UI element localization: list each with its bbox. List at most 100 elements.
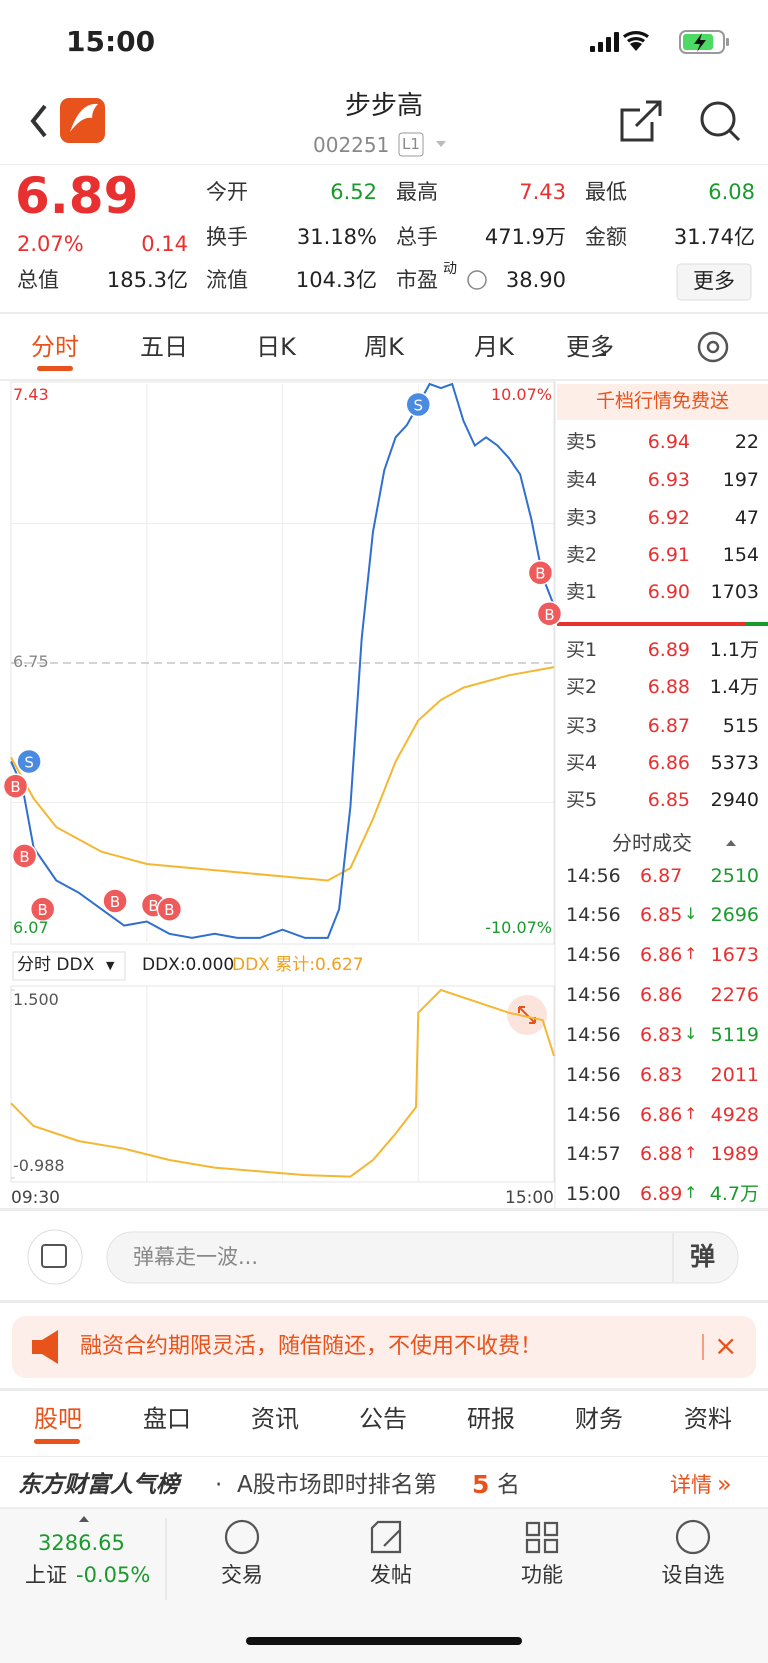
share-button[interactable] xyxy=(620,100,662,142)
trade-icon xyxy=(224,1519,260,1555)
collapse-arrow[interactable] xyxy=(726,840,736,846)
rank-number: 5 xyxy=(472,1470,490,1499)
tick-price: 6.88 xyxy=(640,1143,683,1165)
rank-detail[interactable]: 详情 xyxy=(670,1473,712,1497)
nav-item[interactable]: 功能 xyxy=(521,1563,563,1587)
tick-arrow: ↑ xyxy=(684,1143,698,1162)
tab[interactable]: 月K xyxy=(474,333,514,361)
ddx-selector-box[interactable] xyxy=(12,951,126,981)
trade-label: B xyxy=(19,848,29,866)
comment-button[interactable]: 弹 xyxy=(690,1242,716,1271)
index-name[interactable]: 上证 xyxy=(25,1563,67,1587)
order-banner[interactable]: 千档行情免费送 xyxy=(595,390,729,412)
divider xyxy=(0,1388,768,1391)
stat-value: 471.9万 xyxy=(484,225,566,249)
stat-label: 换手 xyxy=(206,225,248,249)
tab[interactable]: 周K xyxy=(364,333,404,361)
tab-underline xyxy=(37,366,73,371)
trade-marker xyxy=(16,748,42,775)
tick-volume: 4.7万 xyxy=(709,1183,759,1205)
tab[interactable]: 五日 xyxy=(140,333,188,361)
book-volume: 22 xyxy=(734,431,759,453)
tick-time: 15:00 xyxy=(566,1183,621,1205)
watchlist-icon xyxy=(675,1519,711,1555)
level: L1 xyxy=(402,135,420,153)
stat-value: 6.08 xyxy=(708,180,755,204)
index-arrow xyxy=(79,1516,89,1522)
index-value[interactable]: 3286.65 xyxy=(38,1531,125,1555)
stat-label: 市盈 xyxy=(396,268,438,292)
dropdown[interactable] xyxy=(436,141,446,147)
trade-marker xyxy=(527,559,554,586)
pe-info-icon[interactable] xyxy=(467,270,487,290)
y-tick-label: 7.43 xyxy=(13,385,49,404)
section-tab[interactable]: 财务 xyxy=(575,1405,623,1433)
rank-detail-arrow[interactable]: » xyxy=(717,1470,732,1498)
ad-banner[interactable] xyxy=(12,1316,756,1378)
back-button[interactable] xyxy=(30,104,47,138)
book-label: 买4 xyxy=(566,752,598,774)
section-tab[interactable]: 资料 xyxy=(684,1405,732,1433)
tick-volume: 2011 xyxy=(710,1064,759,1086)
comment-placeholder[interactable]: 弹幕走一波... xyxy=(133,1245,259,1269)
section-underline xyxy=(34,1439,80,1444)
book-label: 买5 xyxy=(566,789,598,811)
expand-icon xyxy=(518,1006,536,1024)
logo-mark xyxy=(70,103,98,132)
tick-price: 6.83 xyxy=(640,1064,683,1086)
comment-icon-button[interactable] xyxy=(27,1229,83,1285)
search-button[interactable] xyxy=(700,101,741,142)
book-volume: 154 xyxy=(722,544,759,566)
more-button[interactable] xyxy=(676,263,752,301)
tick-volume: 4928 xyxy=(710,1104,759,1126)
tick-price: 6.86 xyxy=(640,984,683,1006)
tick-time: 14:56 xyxy=(566,904,621,926)
stock-code: 002251 xyxy=(313,133,390,157)
section-tab[interactable]: 盘口 xyxy=(143,1405,191,1433)
comment-input[interactable] xyxy=(106,1231,739,1284)
rank-brand: 东方财富人气榜 xyxy=(18,1472,179,1498)
x-label: 09:30 xyxy=(11,1188,60,1208)
divider xyxy=(0,1300,768,1303)
more-label[interactable]: 更多 xyxy=(693,269,735,293)
trade-label: S xyxy=(413,397,423,415)
ddx-selector[interactable]: 分时 DDX xyxy=(17,955,95,975)
nav-item[interactable]: 设自选 xyxy=(661,1563,725,1587)
section-tab[interactable]: 研报 xyxy=(467,1405,515,1433)
book-volume: 1703 xyxy=(710,581,759,603)
book-volume: 5373 xyxy=(710,752,759,774)
tick-time: 14:56 xyxy=(566,984,621,1006)
y-tick-label: -0.988 xyxy=(13,1156,65,1175)
tab[interactable]: 更多 xyxy=(566,333,614,361)
ad-text[interactable]: 融资合约期限灵活，随借随还，不使用不收费！ xyxy=(80,1334,543,1359)
section-tab[interactable]: 资讯 xyxy=(251,1405,299,1433)
book-label: 买1 xyxy=(566,639,598,661)
trade-label: B xyxy=(10,778,20,796)
nav-item[interactable]: 发帖 xyxy=(370,1563,412,1587)
tick-time: 14:56 xyxy=(566,1104,621,1126)
stat-label: 今开 xyxy=(206,180,248,204)
tab[interactable]: 分时 xyxy=(31,333,79,361)
stat-value: 7.43 xyxy=(519,180,566,204)
trade-marker xyxy=(2,773,29,799)
settings-icon[interactable] xyxy=(697,331,729,363)
ddx-dropdown[interactable]: ▼ xyxy=(106,959,115,972)
tick-volume: 1989 xyxy=(710,1143,759,1165)
book-label: 买2 xyxy=(566,676,598,698)
book-volume: 197 xyxy=(722,469,759,491)
x-label: 15:00 xyxy=(505,1188,554,1208)
ad-close[interactable]: × xyxy=(714,1329,738,1362)
tab[interactable]: 日K xyxy=(256,333,296,361)
index-change[interactable]: -0.05% xyxy=(76,1563,151,1587)
tick-arrow: ↑ xyxy=(684,1104,698,1123)
pct-label: -10.07% xyxy=(485,918,552,937)
tick-volume: 1673 xyxy=(710,944,759,966)
section-tab[interactable]: 股吧 xyxy=(34,1405,82,1433)
book-label: 卖1 xyxy=(566,581,598,603)
trade-label: S xyxy=(24,753,34,771)
price: 6.89 xyxy=(15,167,139,225)
nav-item[interactable]: 交易 xyxy=(221,1563,263,1587)
section-tab[interactable]: 公告 xyxy=(359,1405,407,1433)
ticks-title: 分时成交 xyxy=(612,831,692,855)
status-icons xyxy=(590,30,729,54)
